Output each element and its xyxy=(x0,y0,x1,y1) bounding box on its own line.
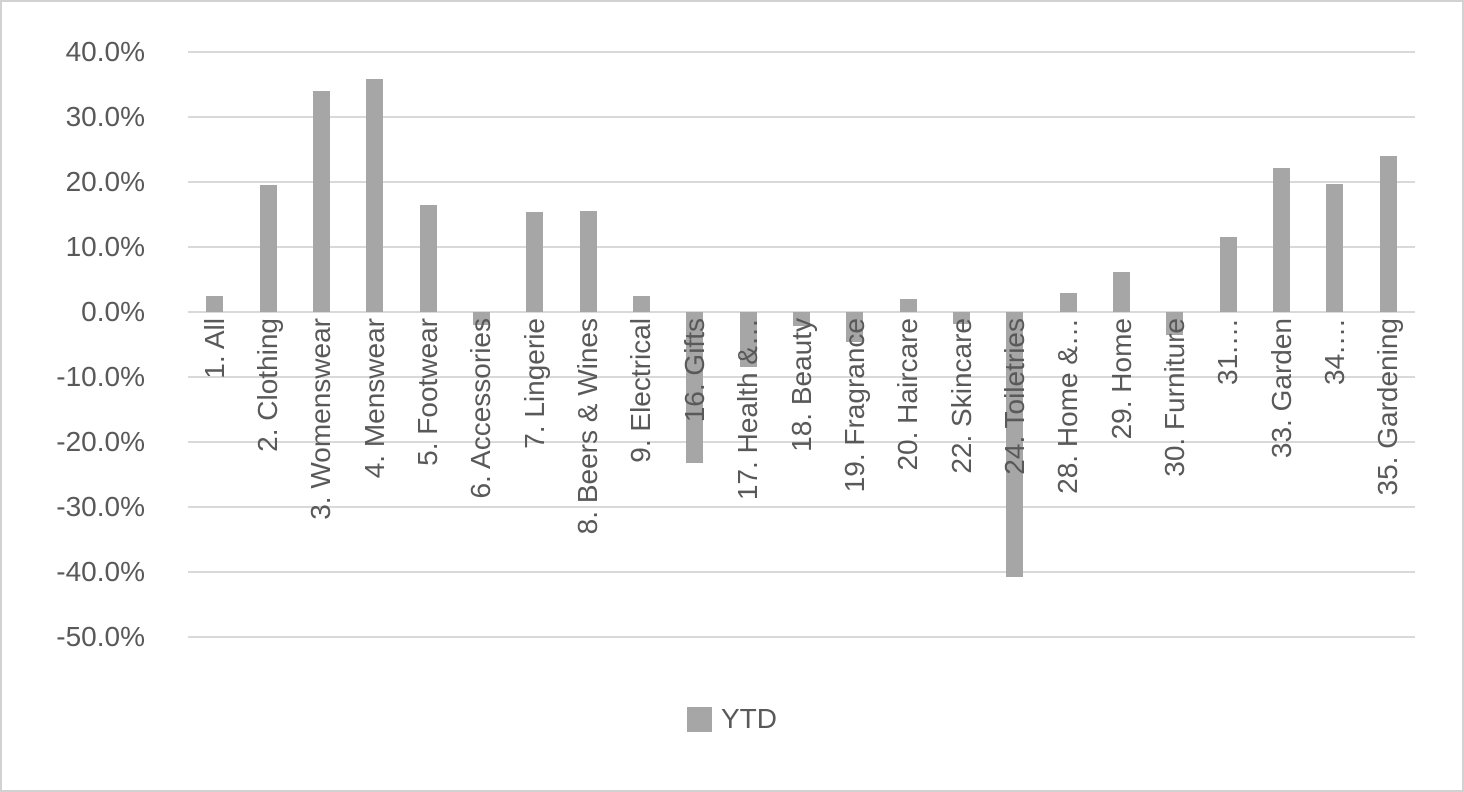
x-axis-label: 30. Furniture xyxy=(1158,318,1190,477)
bar[interactable] xyxy=(472,312,490,325)
bar[interactable] xyxy=(632,295,650,312)
x-axis-label: 24. Toiletries xyxy=(998,318,1030,475)
x-axis-label: 4. Menswear xyxy=(358,318,390,479)
bar[interactable] xyxy=(1219,237,1237,312)
x-axis-label: 3. Womenswear xyxy=(305,318,337,520)
bar[interactable] xyxy=(366,79,384,312)
gridline xyxy=(188,441,1415,443)
y-axis-label: -10.0% xyxy=(56,361,145,392)
bar[interactable] xyxy=(1006,312,1024,578)
y-axis-label: 40.0% xyxy=(65,36,145,67)
x-axis-label: 31.… xyxy=(1212,318,1244,385)
legend-label-ytd: YTD xyxy=(721,703,777,734)
gridline xyxy=(188,506,1415,508)
legend[interactable]: YTD xyxy=(2,703,1462,735)
x-axis-label: 8. Beers & Wines xyxy=(572,318,604,535)
bar[interactable] xyxy=(206,295,224,312)
x-axis-label: 35. Gardening xyxy=(1372,318,1404,496)
legend-swatch-ytd xyxy=(687,706,712,732)
bar[interactable] xyxy=(899,299,917,312)
bar[interactable] xyxy=(953,312,971,325)
x-axis-label: 29. Home xyxy=(1105,318,1137,440)
bar[interactable] xyxy=(793,312,810,327)
gridline xyxy=(188,181,1415,183)
bar[interactable] xyxy=(1059,292,1077,312)
y-axis-label: 20.0% xyxy=(65,166,145,197)
y-axis-label: -30.0% xyxy=(56,491,145,522)
x-axis-label: 17. Health &… xyxy=(732,318,764,501)
gridline xyxy=(188,51,1415,53)
bar[interactable] xyxy=(259,184,277,312)
x-axis-label: 33. Garden xyxy=(1265,318,1297,459)
gridline xyxy=(188,376,1415,378)
bar[interactable] xyxy=(1273,167,1291,312)
bar[interactable] xyxy=(1113,271,1131,312)
x-axis-label: 20. Haircare xyxy=(892,318,924,471)
x-axis-label: 22. Skincare xyxy=(945,318,977,474)
y-axis-label: 30.0% xyxy=(65,101,145,132)
x-axis-label: 16. Gifts xyxy=(678,318,710,423)
x-axis-label: 19. Fragrance xyxy=(838,318,870,493)
bar[interactable] xyxy=(1326,183,1344,312)
bar[interactable] xyxy=(419,205,437,312)
x-axis-label: 28. Home &… xyxy=(1052,318,1084,494)
bar[interactable] xyxy=(579,211,597,312)
gridline xyxy=(188,311,1415,313)
x-axis-label: 18. Beauty xyxy=(785,318,817,452)
x-axis-label: 9. Electrical xyxy=(625,318,657,463)
y-axis-label: 0.0% xyxy=(81,296,145,327)
bar[interactable] xyxy=(739,312,757,368)
x-axis-label: 1. All xyxy=(198,318,230,379)
gridline xyxy=(188,571,1415,573)
bar[interactable] xyxy=(312,91,330,312)
gridline xyxy=(188,116,1415,118)
gridline xyxy=(188,246,1415,248)
x-axis-label: 2. Clothing xyxy=(252,318,284,452)
bar[interactable] xyxy=(846,312,864,342)
bar[interactable] xyxy=(686,312,704,463)
bar[interactable] xyxy=(1166,312,1184,336)
y-axis-label: -40.0% xyxy=(56,556,145,587)
y-axis-label: -50.0% xyxy=(56,621,145,652)
bar[interactable] xyxy=(526,211,544,312)
x-axis-label: 5. Footwear xyxy=(412,318,444,466)
y-axis-label: 10.0% xyxy=(65,231,145,262)
x-axis-label: 6. Accessories xyxy=(465,318,497,499)
gridline xyxy=(188,636,1415,638)
x-axis-label: 7. Lingerie xyxy=(518,318,550,449)
x-axis-label: 34.… xyxy=(1318,318,1350,385)
bar[interactable] xyxy=(1379,156,1397,312)
y-axis-label: -20.0% xyxy=(56,426,145,457)
